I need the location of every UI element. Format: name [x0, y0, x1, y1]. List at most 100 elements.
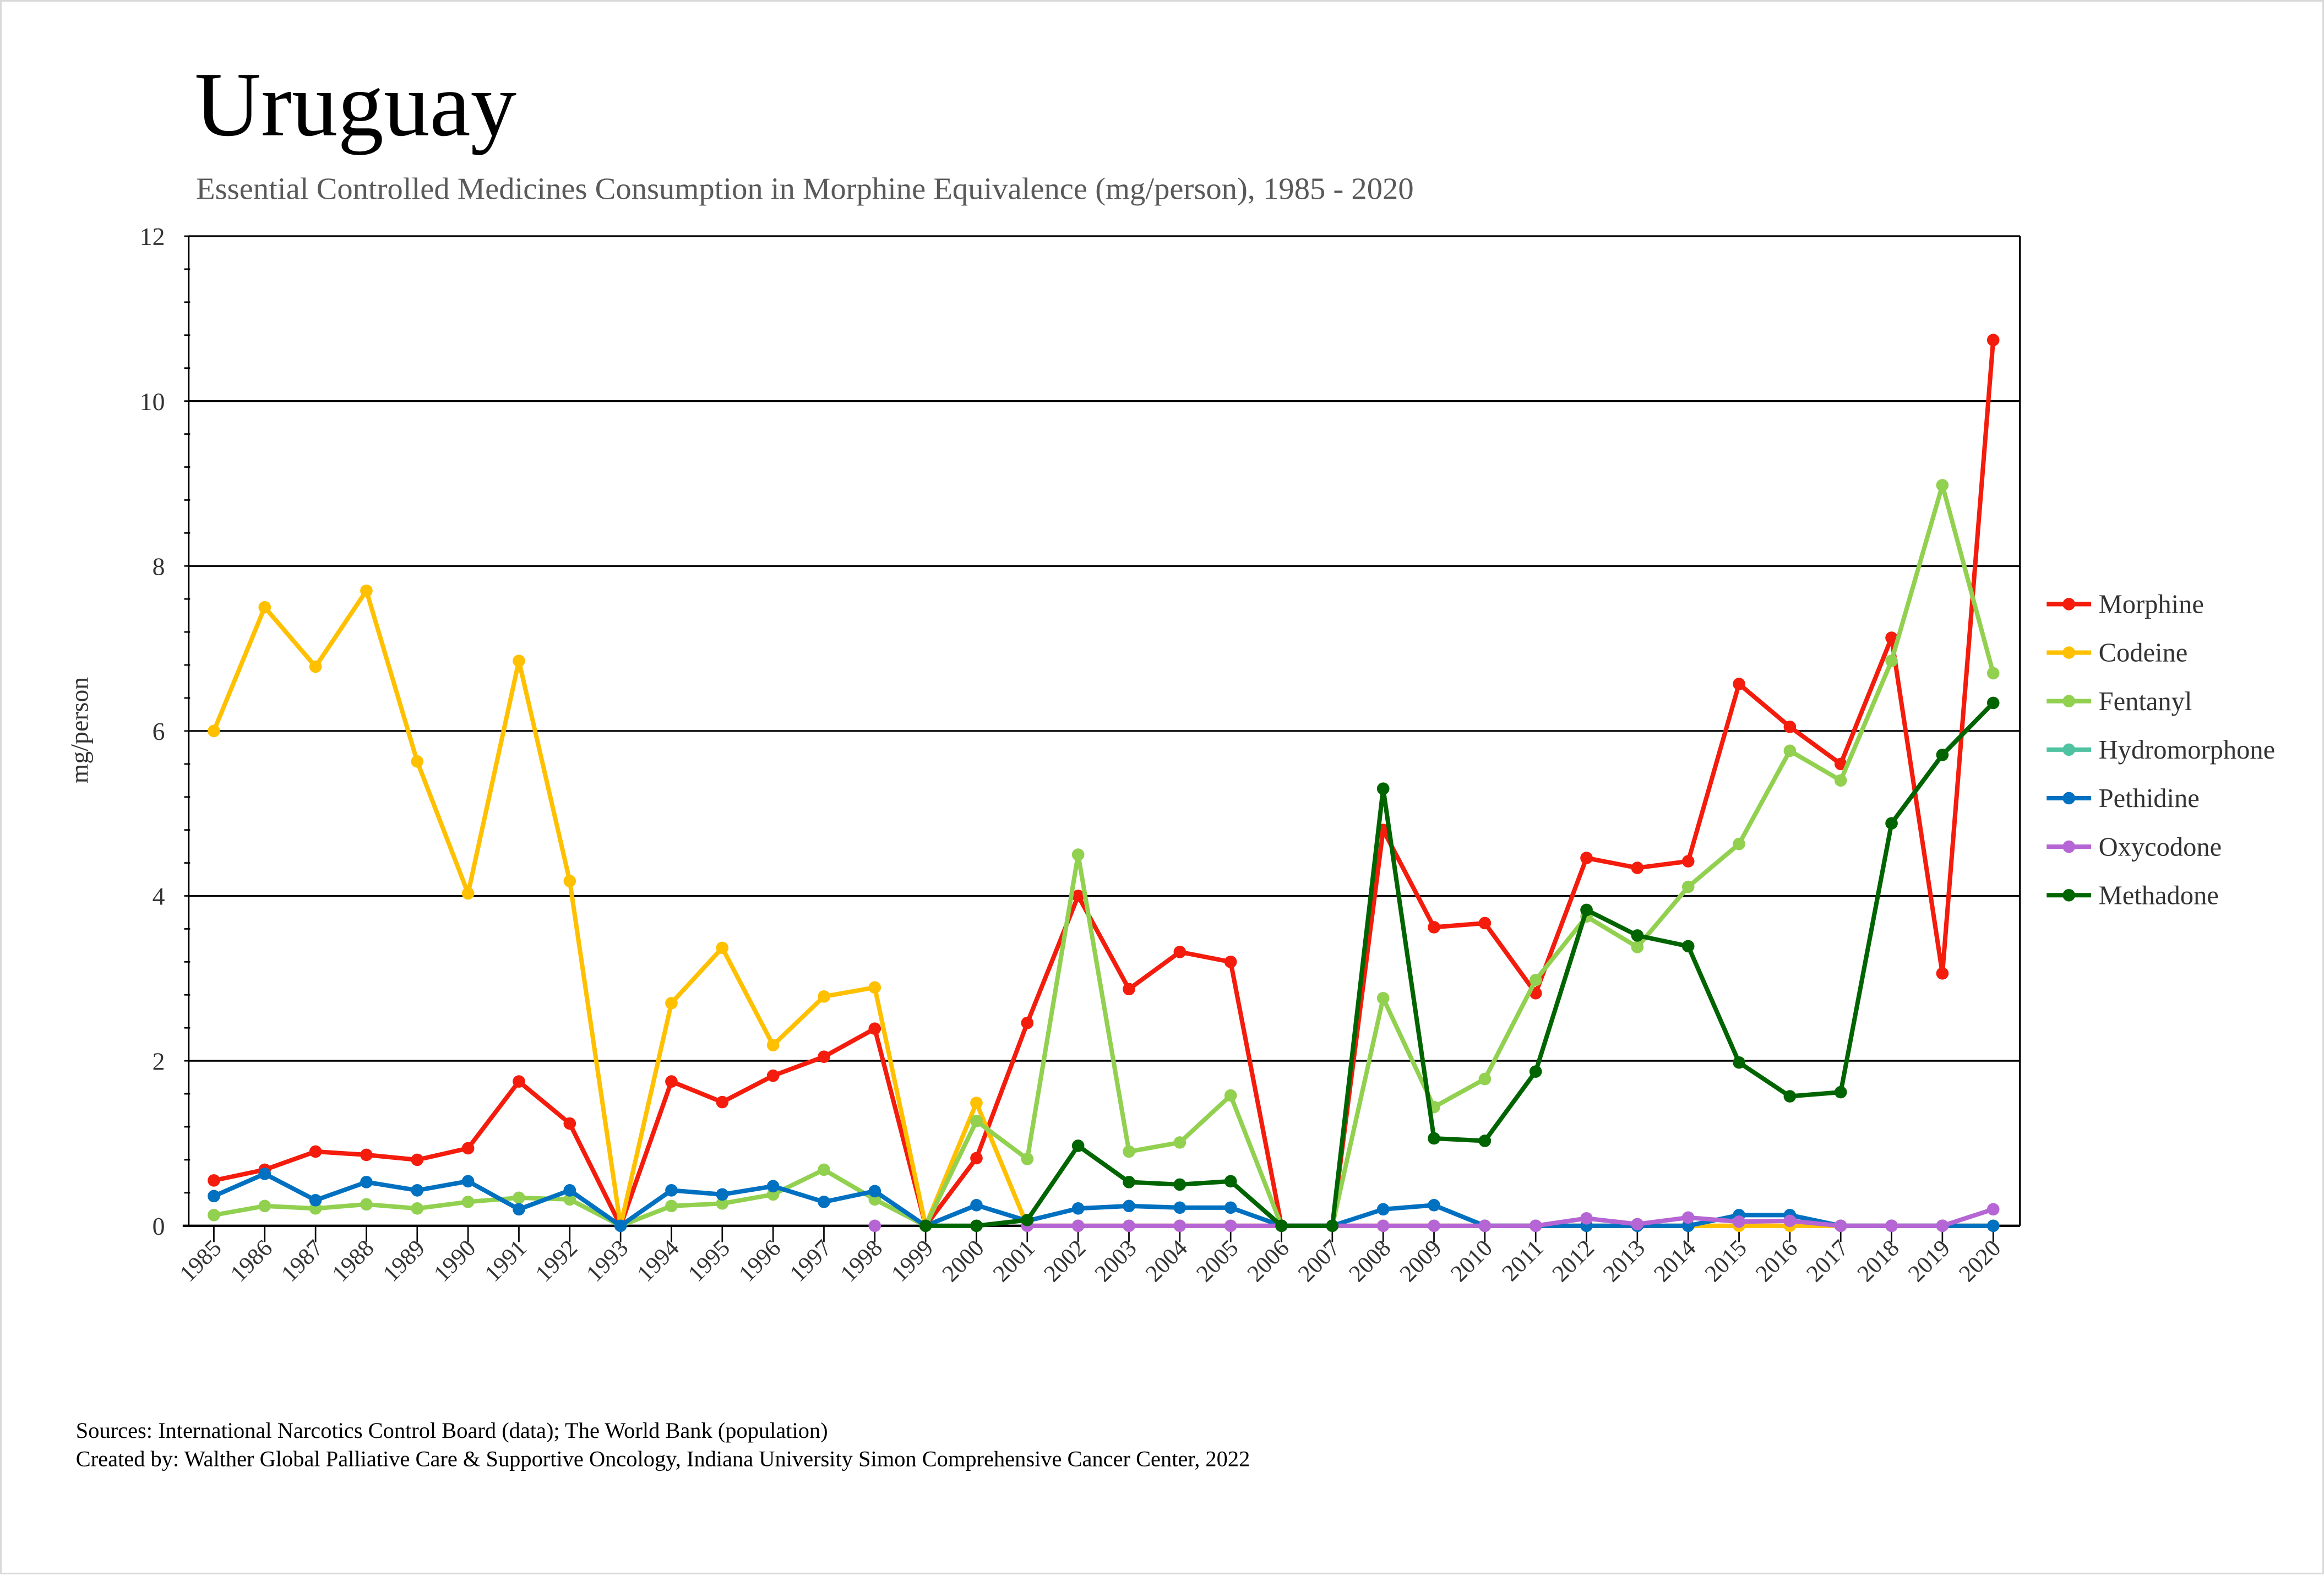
x-tick-label: 2004 [1141, 1235, 1193, 1287]
legend-item-morphine: Morphine [2047, 590, 2204, 619]
data-point [208, 1190, 220, 1203]
data-point [1936, 1219, 1949, 1233]
data-point [1529, 1065, 1542, 1078]
data-point [766, 1180, 780, 1193]
data-point [1681, 1211, 1695, 1224]
x-tick-label: 2012 [1548, 1235, 1599, 1287]
data-point [614, 1219, 627, 1233]
data-point [1783, 744, 1797, 757]
data-point [868, 1185, 881, 1198]
data-point [258, 1168, 271, 1180]
data-point [970, 1152, 983, 1165]
x-tick-label: 2011 [1497, 1235, 1548, 1286]
legend-item-codeine: Codeine [2047, 639, 2187, 668]
data-point [1224, 1089, 1237, 1102]
data-point [868, 981, 881, 994]
x-tick-label: 1988 [327, 1235, 379, 1287]
data-point [1123, 1199, 1135, 1213]
data-point [461, 1196, 475, 1208]
y-tick-label: 2 [153, 1047, 165, 1075]
data-point [1376, 1219, 1390, 1233]
data-point [1071, 1202, 1085, 1215]
series-line [213, 1171, 1994, 1228]
data-point [1376, 782, 1390, 795]
data-point [461, 1142, 475, 1155]
x-tick-label: 2019 [1903, 1235, 1955, 1287]
x-tick-label: 2005 [1191, 1235, 1243, 1287]
data-point [818, 990, 830, 1003]
data-point [1478, 917, 1492, 930]
data-point [411, 1202, 424, 1215]
chart-title: Uruguay [194, 54, 516, 156]
data-point [1733, 678, 1745, 690]
data-point [1936, 479, 1949, 492]
legend-label: Oxycodone [2099, 832, 2222, 861]
data-point [208, 1208, 220, 1221]
data-point [1123, 1176, 1135, 1188]
series-line [213, 340, 1996, 1228]
x-tick-label: 1985 [175, 1235, 226, 1287]
x-tick-label: 1999 [886, 1235, 938, 1287]
data-point [1428, 921, 1440, 934]
data-point [1986, 696, 2000, 710]
data-point [1021, 1153, 1034, 1165]
data-point [1021, 1213, 1034, 1226]
data-point [1681, 855, 1695, 868]
data-point [258, 601, 271, 614]
x-tick-label: 2008 [1344, 1235, 1396, 1287]
data-point [563, 1193, 576, 1206]
data-point [1478, 1219, 1492, 1233]
x-tick-label: 1994 [633, 1235, 684, 1287]
data-point [716, 1197, 729, 1210]
data-point [1071, 1219, 1085, 1233]
data-point [665, 1184, 678, 1197]
data-point [1631, 941, 1644, 953]
x-tick-label: 2006 [1243, 1235, 1294, 1287]
data-point [1681, 880, 1695, 893]
data-point [1580, 1212, 1593, 1225]
data-point [411, 1153, 424, 1166]
data-point [1834, 1219, 1847, 1233]
footer-created-by: Created by: Walther Global Palliative Ca… [76, 1446, 1250, 1471]
x-tick-label: 1997 [785, 1235, 837, 1287]
data-point [360, 584, 373, 597]
x-tick-label: 2020 [1954, 1235, 2006, 1287]
data-point [766, 1039, 780, 1052]
y-tick-label: 12 [140, 222, 165, 250]
data-point [411, 755, 424, 768]
data-point [461, 887, 475, 900]
legend-item-pethidine: Pethidine [2047, 784, 2200, 813]
x-tick-label: 1993 [581, 1235, 633, 1287]
data-point [970, 1097, 983, 1109]
legend-swatch-marker [2062, 646, 2076, 659]
footer-sources: Sources: International Narcotics Control… [76, 1418, 828, 1443]
data-point [1224, 1201, 1237, 1214]
data-point [461, 1175, 475, 1188]
legend-item-hydromorphone: Hydromorphone [2047, 735, 2275, 765]
data-point [1478, 1135, 1492, 1147]
x-tick-label: 2007 [1293, 1235, 1345, 1287]
legend-label: Hydromorphone [2099, 735, 2276, 765]
data-point [513, 1075, 525, 1088]
data-point [563, 875, 576, 887]
data-point [1326, 1219, 1339, 1233]
x-tick-label: 1987 [276, 1235, 328, 1287]
data-point [1733, 1056, 1745, 1069]
data-point [1529, 1219, 1542, 1233]
data-point [1275, 1219, 1288, 1233]
data-point [1224, 956, 1237, 968]
data-point [1071, 1139, 1085, 1152]
data-point [1021, 1016, 1034, 1029]
chart-subtitle: Essential Controlled Medicines Consumpti… [196, 172, 1414, 206]
legend-swatch-marker [2062, 792, 2076, 805]
legend-label: Pethidine [2099, 784, 2200, 813]
x-tick-label: 1986 [226, 1235, 277, 1287]
data-point [1885, 817, 1898, 830]
data-point [970, 1115, 983, 1127]
data-point [1428, 1132, 1440, 1145]
data-point [1783, 1214, 1797, 1228]
legend-swatch-marker [2062, 888, 2076, 902]
x-tick-label: 1991 [480, 1235, 532, 1287]
legend-label: Morphine [2099, 590, 2204, 619]
